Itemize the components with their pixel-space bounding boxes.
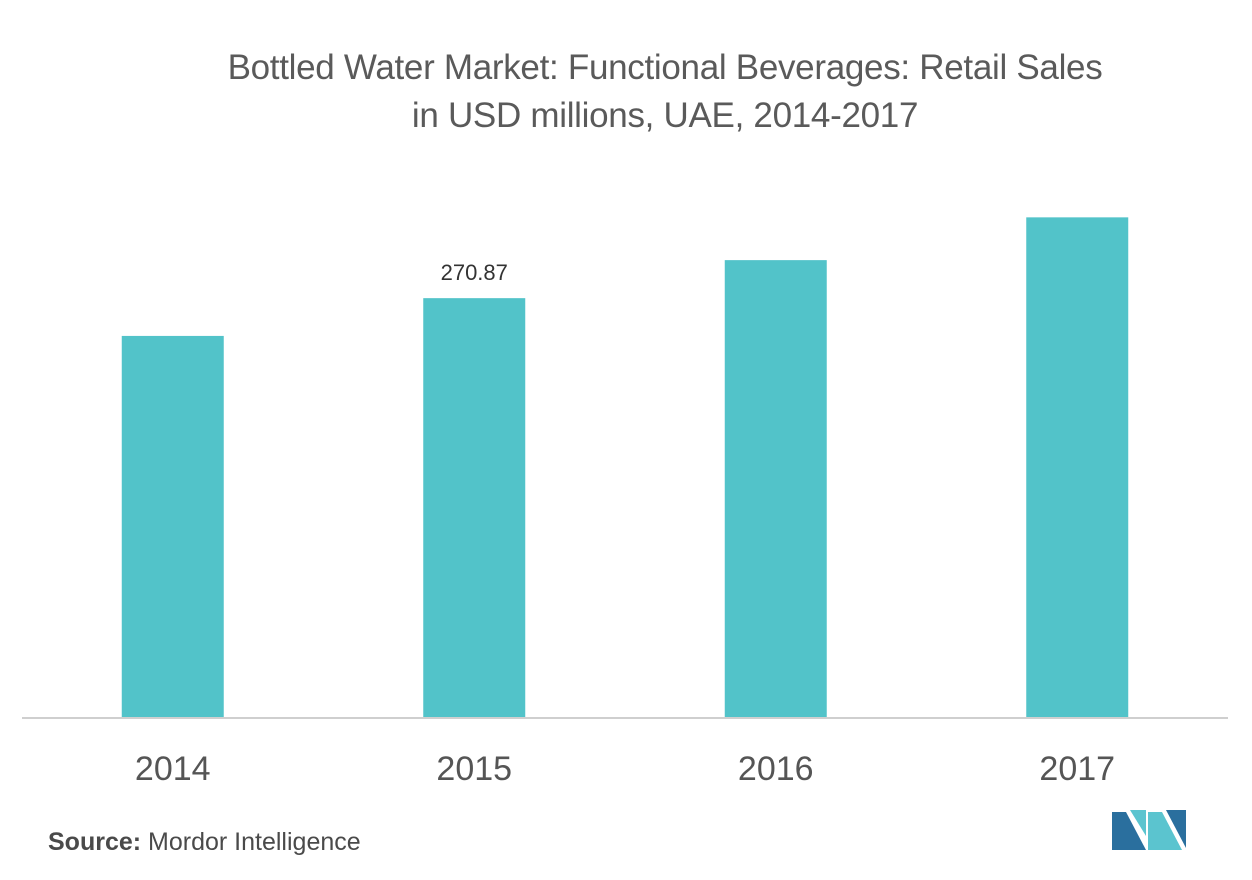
x-tick-label-2017: 2017 [1039, 750, 1115, 788]
mordor-intelligence-logo [1112, 810, 1186, 850]
bar-2017 [1026, 217, 1129, 718]
x-tick-label-2015: 2015 [436, 750, 512, 788]
x-tick-label-2016: 2016 [738, 750, 814, 788]
bar-chart: 2014 2015 270.87 2016 2017 [22, 217, 1228, 788]
data-label-2015: 270.87 [441, 260, 508, 285]
source-note: Source: Mordor Intelligence [48, 828, 361, 857]
bar-2015 [423, 298, 526, 718]
bar-2016 [724, 260, 827, 718]
chart-title: Bottled Water Market: Functional Beverag… [130, 44, 1200, 140]
labels-group: 2014 2015 270.87 2016 2017 [135, 260, 1115, 788]
chart-title-line-2: in USD millions, UAE, 2014-2017 [411, 96, 919, 135]
x-tick-label-2014: 2014 [135, 750, 211, 788]
chart-title-line-1: Bottled Water Market: Functional Beverag… [227, 48, 1103, 87]
bars-group [121, 217, 1129, 718]
source-text: Mordor Intelligence [148, 828, 361, 856]
source-label: Source: [48, 828, 142, 856]
bar-2014 [121, 335, 224, 718]
